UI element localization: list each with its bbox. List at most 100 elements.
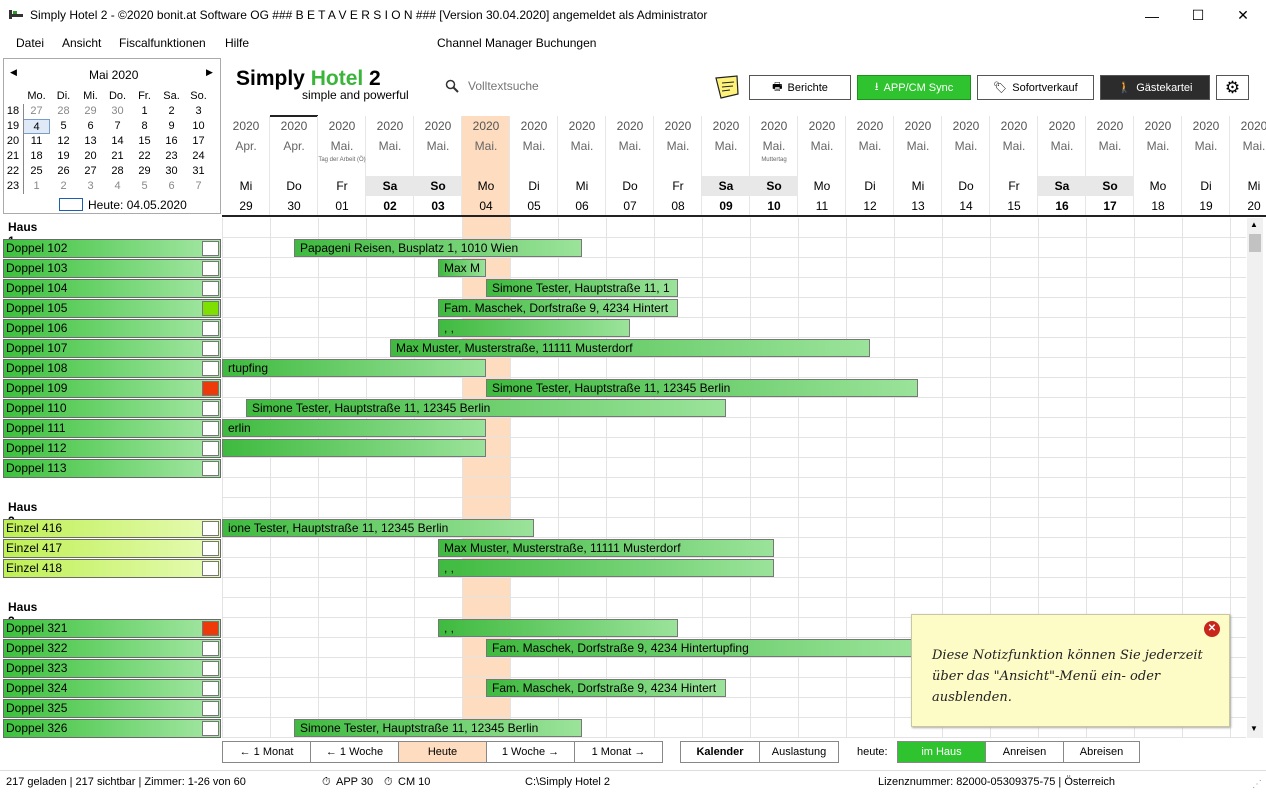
room-status-indicator[interactable]: [202, 521, 219, 536]
calendar-day[interactable]: 27: [30, 105, 43, 117]
date-cell[interactable]: 12: [863, 199, 877, 213]
room-row[interactable]: Doppel 113: [3, 459, 221, 478]
sofortverkauf-button[interactable]: 🏷 Sofortverkauf: [977, 75, 1094, 100]
date-cell[interactable]: 19: [1199, 199, 1213, 213]
sticky-note-icon[interactable]: [713, 74, 741, 100]
calendar-day[interactable]: 24: [192, 150, 205, 162]
search-icon[interactable]: [445, 79, 459, 93]
room-row[interactable]: Doppel 108: [3, 359, 221, 378]
menu-ansicht[interactable]: Ansicht: [62, 36, 102, 50]
room-status-indicator[interactable]: [202, 681, 219, 696]
calendar-day[interactable]: 7: [195, 180, 202, 192]
prev-month-button[interactable]: ◀: [10, 67, 17, 77]
calendar-day[interactable]: 5: [60, 120, 67, 132]
room-row[interactable]: Doppel 326: [3, 719, 221, 738]
room-row[interactable]: Doppel 324: [3, 679, 221, 698]
auslastung-tab[interactable]: Auslastung: [759, 741, 839, 763]
vertical-scrollbar[interactable]: ▲ ▼: [1247, 218, 1263, 738]
calendar-day[interactable]: 2: [168, 105, 175, 117]
date-cell[interactable]: 04: [479, 199, 493, 213]
room-row[interactable]: Doppel 111: [3, 419, 221, 438]
room-row[interactable]: Doppel 104: [3, 279, 221, 298]
calendar-day[interactable]: 20: [84, 150, 97, 162]
room-status-indicator[interactable]: [202, 301, 219, 316]
date-cell[interactable]: 20: [1247, 199, 1261, 213]
calendar-day[interactable]: 15: [138, 135, 151, 147]
menu-hilfe[interactable]: Hilfe: [225, 36, 250, 50]
room-row[interactable]: Einzel 416: [3, 519, 221, 538]
room-status-indicator[interactable]: [202, 541, 219, 556]
room-row[interactable]: Doppel 110: [3, 399, 221, 418]
calendar-day[interactable]: 3: [87, 180, 94, 192]
room-status-indicator[interactable]: [202, 241, 219, 256]
back-month-button[interactable]: ← 1 Monat: [222, 741, 311, 763]
room-status-indicator[interactable]: [202, 321, 219, 336]
calendar-day[interactable]: 26: [57, 165, 70, 177]
room-status-indicator[interactable]: [202, 401, 219, 416]
booking-bar[interactable]: Simone Tester, Hauptstraße 11, 12345 Ber…: [294, 719, 582, 737]
booking-bar[interactable]: Fam. Maschek, Dorfstraße 9, 4234 Hintert: [486, 679, 726, 697]
room-status-indicator[interactable]: [202, 561, 219, 576]
booking-bar[interactable]: Max Muster, Musterstraße, 11111 Musterdo…: [438, 539, 774, 557]
booking-bar[interactable]: [222, 439, 486, 457]
calendar-day[interactable]: 2: [60, 180, 67, 192]
date-cell[interactable]: 14: [959, 199, 973, 213]
today-button[interactable]: Heute: [398, 741, 487, 763]
calendar-day[interactable]: 1: [141, 105, 148, 117]
calendar-day[interactable]: 5: [141, 180, 148, 192]
berichte-button[interactable]: 🖶 Berichte: [749, 75, 851, 100]
date-cell[interactable]: 09: [719, 199, 733, 213]
date-cell[interactable]: 18: [1151, 199, 1165, 213]
booking-bar[interactable]: rtupfing: [222, 359, 486, 377]
booking-bar[interactable]: Simone Tester, Hauptstraße 11, 12345 Ber…: [486, 379, 918, 397]
calendar-day[interactable]: 30: [111, 105, 124, 117]
kalender-tab[interactable]: Kalender: [680, 741, 760, 763]
forward-month-button[interactable]: 1 Monat →: [574, 741, 663, 763]
room-status-indicator[interactable]: [202, 381, 219, 396]
room-status-indicator[interactable]: [202, 261, 219, 276]
calendar-day[interactable]: 28: [57, 105, 70, 117]
menu-datei[interactable]: Datei: [16, 36, 45, 50]
room-row[interactable]: Einzel 418: [3, 559, 221, 578]
calendar-day[interactable]: 11: [30, 135, 43, 147]
calendar-day[interactable]: 25: [30, 165, 43, 177]
im-haus-filter[interactable]: im Haus: [897, 741, 986, 763]
calendar-day[interactable]: 3: [195, 105, 202, 117]
room-row[interactable]: Doppel 325: [3, 699, 221, 718]
booking-bar[interactable]: , ,: [438, 559, 774, 577]
today-link[interactable]: Heute: 04.05.2020: [88, 198, 187, 212]
booking-bar[interactable]: Simone Tester, Hauptstraße 11, 1: [486, 279, 678, 297]
abreisen-filter[interactable]: Abreisen: [1063, 741, 1140, 763]
scroll-down-arrow-icon[interactable]: ▼: [1250, 724, 1258, 733]
calendar-day[interactable]: 7: [114, 120, 121, 132]
maximize-button[interactable]: ☐: [1191, 7, 1205, 23]
booking-bar[interactable]: Fam. Maschek, Dorfstraße 9, 4234 Hintert: [438, 299, 678, 317]
date-cell[interactable]: 30: [287, 199, 301, 213]
forward-week-button[interactable]: 1 Woche →: [486, 741, 575, 763]
date-cell[interactable]: 05: [527, 199, 541, 213]
room-status-indicator[interactable]: [202, 341, 219, 356]
calendar-day[interactable]: 27: [84, 165, 97, 177]
calendar-day[interactable]: 6: [168, 180, 175, 192]
room-status-indicator[interactable]: [202, 661, 219, 676]
date-cell[interactable]: 15: [1007, 199, 1021, 213]
calendar-day[interactable]: 9: [168, 120, 175, 132]
menu-channel-manager[interactable]: Channel Manager Buchungen: [437, 36, 597, 50]
date-cell[interactable]: 29: [239, 199, 253, 213]
date-cell[interactable]: 08: [671, 199, 685, 213]
calendar-day[interactable]: 29: [84, 105, 97, 117]
booking-bar[interactable]: , ,: [438, 319, 630, 337]
gaestekartei-button[interactable]: 🚶 Gästekartei: [1100, 75, 1210, 100]
resize-grip-icon[interactable]: ⋰: [1252, 779, 1262, 790]
calendar-day[interactable]: 14: [111, 135, 124, 147]
scroll-thumb[interactable]: [1249, 234, 1261, 252]
menu-fiscalfunktionen[interactable]: Fiscalfunktionen: [119, 36, 206, 50]
date-cell[interactable]: 16: [1055, 199, 1069, 213]
settings-button[interactable]: ⚙: [1216, 75, 1249, 100]
back-week-button[interactable]: ← 1 Woche: [310, 741, 399, 763]
booking-bar[interactable]: Fam. Maschek, Dorfstraße 9, 4234 Hintert…: [486, 639, 918, 657]
date-cell[interactable]: 01: [335, 199, 349, 213]
room-status-indicator[interactable]: [202, 421, 219, 436]
calendar-day[interactable]: 17: [192, 135, 205, 147]
calendar-day[interactable]: 13: [84, 135, 97, 147]
